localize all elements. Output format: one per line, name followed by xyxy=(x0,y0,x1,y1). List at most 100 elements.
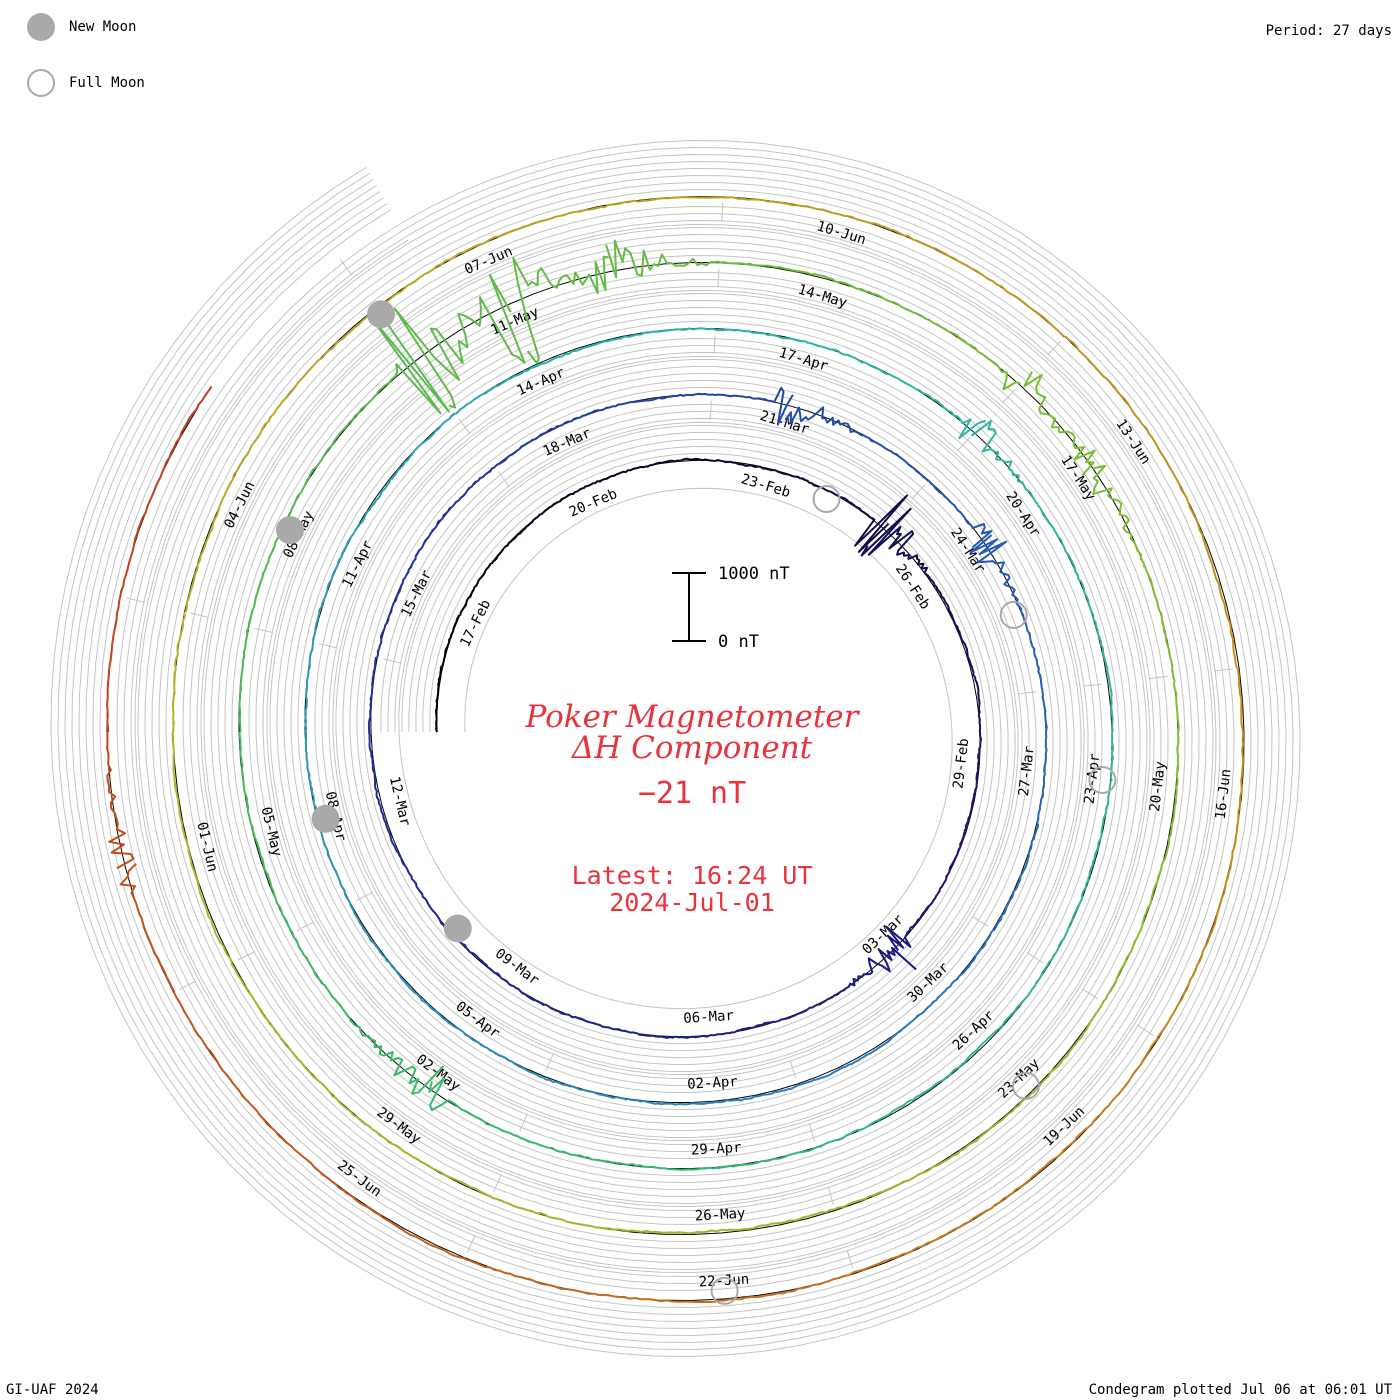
series-day-trace xyxy=(927,575,962,635)
series-day-trace xyxy=(368,731,382,807)
series-day-trace xyxy=(559,401,634,427)
latest-date: 2024-Jul-01 xyxy=(609,888,775,917)
series-day-trace xyxy=(119,862,176,993)
series-day-trace xyxy=(797,1049,877,1087)
new-moon-marker xyxy=(311,804,340,833)
grid-spoke xyxy=(545,1052,554,1071)
series-day-trace xyxy=(1041,690,1048,774)
series-day-trace xyxy=(400,519,441,587)
series-day-trace xyxy=(512,255,609,365)
series-day-trace xyxy=(347,1193,466,1260)
grid-spoke xyxy=(382,658,402,664)
legend-full-moon: Full Moon xyxy=(27,69,145,97)
grid-spoke xyxy=(519,1113,528,1132)
series-day-trace xyxy=(808,341,897,379)
series-day-trace xyxy=(247,526,285,628)
series-day-trace xyxy=(393,273,526,409)
grid-spoke xyxy=(789,1059,797,1079)
series-day-trace xyxy=(1147,431,1207,546)
series-day-trace xyxy=(399,976,467,1037)
series-day-trace xyxy=(367,656,378,733)
grid-spoke xyxy=(339,259,353,276)
series-day-trace xyxy=(238,626,250,733)
date-label: 22-Jun xyxy=(698,1272,749,1291)
series-day-trace xyxy=(929,319,1021,391)
series-day-trace xyxy=(1092,464,1146,568)
series-day-trace xyxy=(724,1271,855,1302)
series-day-trace xyxy=(465,1034,544,1079)
date-label: 29-Apr xyxy=(691,1140,742,1159)
series-day-trace xyxy=(379,805,411,875)
series-day-trace xyxy=(604,1227,722,1235)
series-day-trace xyxy=(633,392,712,403)
date-label: 19-Jun xyxy=(1040,1103,1088,1149)
series-day-trace xyxy=(963,765,980,832)
scale-bottom-label: 0 nT xyxy=(718,632,759,652)
series-day-trace xyxy=(253,835,294,934)
series-day-trace xyxy=(408,873,453,935)
date-label: 04-Jun xyxy=(221,479,258,531)
full-moon-marker xyxy=(1011,1071,1040,1100)
grid-spoke xyxy=(190,612,210,618)
grid-spoke xyxy=(1017,691,1037,695)
period-label: Period: 27 days xyxy=(1265,23,1392,39)
legend-new-moon: New Moon xyxy=(27,13,136,41)
grid-spoke xyxy=(956,436,971,452)
grid-spoke xyxy=(721,202,724,222)
series-day-trace xyxy=(905,1041,986,1104)
scale-bar: 1000 nT 0 nT xyxy=(672,564,790,652)
series-day-trace xyxy=(585,465,646,488)
series-day-trace xyxy=(282,434,340,528)
grid-spiral xyxy=(71,160,1280,1337)
series-day-trace xyxy=(542,1076,628,1101)
grid-spoke xyxy=(1047,340,1062,356)
date-label: 15-Mar xyxy=(398,568,435,620)
series-day-trace xyxy=(862,434,930,482)
series-day-trace xyxy=(119,466,166,597)
series-day-trace xyxy=(1036,504,1086,590)
grid-spoke xyxy=(911,484,926,500)
date-label: 26-May xyxy=(694,1206,745,1225)
series-day-trace xyxy=(454,366,535,415)
series-day-trace xyxy=(1027,772,1047,855)
series-day-trace xyxy=(493,424,561,468)
series-day-trace xyxy=(827,277,931,321)
series-day-trace xyxy=(1156,922,1217,1039)
grid-spoke xyxy=(467,1234,476,1253)
series-day-trace xyxy=(390,412,456,481)
series-day-trace xyxy=(896,376,987,440)
moon-marker-layer xyxy=(276,300,1117,1305)
series-day-trace xyxy=(187,851,233,964)
series-day-trace xyxy=(875,994,942,1052)
series-day-trace xyxy=(304,731,320,821)
date-label: 06-Mar xyxy=(683,1008,734,1027)
scale-top-label: 1000 nT xyxy=(718,564,790,584)
series-day-trace xyxy=(723,196,847,218)
series-day-trace xyxy=(928,480,993,549)
series-day-trace xyxy=(962,262,1066,338)
grid-spiral xyxy=(85,174,1266,1323)
series-day-trace xyxy=(163,385,213,468)
series-day-trace xyxy=(713,1084,799,1104)
grid-spiral xyxy=(78,167,1273,1330)
series-day-trace xyxy=(534,337,623,368)
series-day-trace xyxy=(645,457,708,468)
grid-spiral xyxy=(99,188,1252,1309)
legend-full-moon-label: Full Moon xyxy=(69,75,145,91)
grid-spoke xyxy=(1148,675,1168,680)
series-day-trace xyxy=(709,1020,779,1037)
series-day-trace xyxy=(969,534,1023,613)
date-label: 11-Apr xyxy=(339,538,376,590)
series-day-trace xyxy=(778,990,843,1022)
series-day-trace xyxy=(184,496,225,613)
series-day-trace xyxy=(439,614,461,673)
series-day-trace xyxy=(1101,899,1153,1003)
series-day-trace xyxy=(490,518,535,565)
series-day-trace xyxy=(1023,371,1096,476)
series-day-trace xyxy=(349,903,402,978)
series-day-trace xyxy=(622,327,716,339)
series-day-trace xyxy=(707,459,771,471)
series-day-trace xyxy=(1020,611,1044,692)
series-day-trace xyxy=(376,242,482,310)
date-label: 16-Jun xyxy=(1213,768,1235,820)
